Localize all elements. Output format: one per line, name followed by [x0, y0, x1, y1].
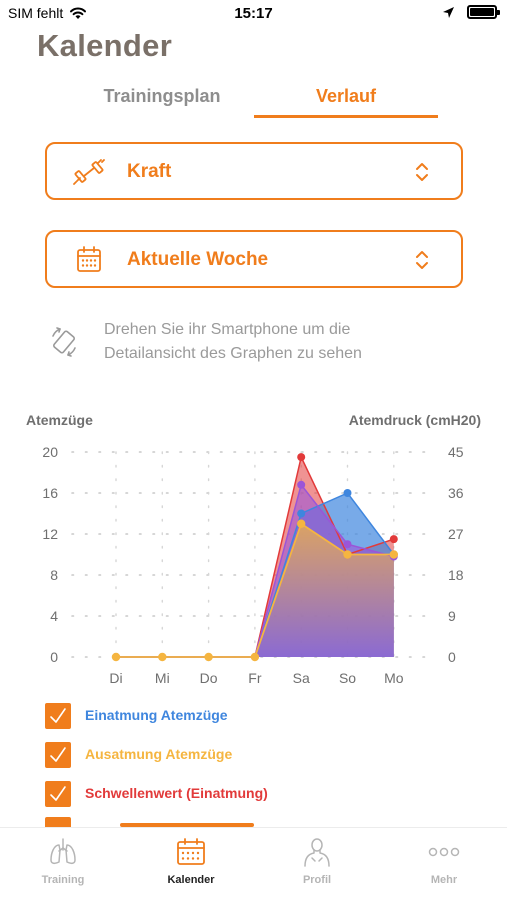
x-tick-label: Fr — [248, 670, 262, 686]
data-point-ausatmung — [204, 652, 213, 662]
data-point-ausatmung — [158, 652, 167, 662]
lungs-icon — [50, 838, 76, 865]
dumbbell-icon — [73, 159, 105, 185]
status-bar: SIM fehlt 15:17 — [0, 0, 507, 28]
tabbar-profil[interactable]: Profil — [254, 828, 380, 900]
chart-canvas: 0 0 4 9 8 18 12 27 16 36 20 45 Di Mi Do Fr Sa So Mo — [42, 444, 464, 686]
tabbar-label: Kalender — [167, 874, 215, 886]
data-point-einatmung — [297, 509, 306, 518]
wifi-icon — [70, 7, 87, 19]
tabbar-mehr[interactable]: Mehr — [381, 828, 507, 900]
legend-label: Ausatmung Atemzüge — [85, 746, 233, 762]
status-indicators — [442, 5, 500, 19]
checkmark-icon — [50, 747, 66, 762]
page-title: Kalender — [37, 28, 173, 63]
data-point-ausatmung — [297, 519, 306, 528]
more-icon — [428, 847, 460, 857]
x-tick-label: Sa — [293, 670, 310, 686]
y-axis-title: Atemzüge — [26, 412, 93, 428]
segment-tabs: Trainingsplan Verlauf — [70, 84, 438, 120]
y-tick-label: 20 — [42, 444, 58, 460]
y2-tick-label: 36 — [448, 485, 464, 501]
x-tick-label: Di — [109, 670, 122, 686]
rotate-hint-text: Drehen Sie ihr Smartphone um die Detaila… — [104, 321, 362, 362]
period-select[interactable]: Aktuelle Woche — [45, 230, 463, 288]
series-area-ausatmung — [116, 523, 394, 657]
tab-verlauf[interactable]: Verlauf — [254, 84, 438, 118]
checkmark-icon — [50, 708, 66, 723]
data-point-purple — [343, 540, 352, 549]
y2-tick-label: 9 — [448, 608, 456, 624]
chevron-up-down-icon — [416, 251, 428, 269]
data-point-einatmung — [343, 489, 352, 497]
legend-label: Einatmung Atemzüge — [85, 707, 228, 723]
rotate-phone-icon — [52, 327, 76, 357]
legend-item-schwellenwert[interactable]: Schwellenwert (Einatmung) — [45, 780, 465, 807]
period-select-label: Aktuelle Woche — [127, 249, 269, 270]
legend-item-einatmung[interactable]: Einatmung Atemzüge — [45, 702, 465, 729]
data-point-ausatmung — [343, 550, 352, 559]
y2-tick-label: 18 — [448, 567, 464, 583]
y-tick-label: 12 — [42, 526, 58, 542]
tabbar-training[interactable]: Training — [0, 828, 126, 900]
tab-trainingsplan[interactable]: Trainingsplan — [103, 86, 221, 106]
chevron-up-down-icon — [416, 163, 428, 181]
y2-tick-label: 0 — [448, 649, 456, 665]
y-tick-label: 8 — [50, 567, 58, 583]
x-tick-label: Do — [200, 670, 218, 686]
x-tick-label: So — [339, 670, 356, 686]
data-point-purple — [297, 480, 306, 489]
data-point-ausatmung — [389, 550, 398, 559]
y-tick-label: 16 — [42, 485, 58, 501]
location-arrow-icon — [443, 6, 454, 18]
tabbar-label: Mehr — [430, 874, 458, 886]
x-tick-label: Mi — [155, 670, 170, 686]
data-point-ausatmung — [111, 652, 121, 662]
bottom-tab-bar: Training Kalender Profil — [0, 827, 507, 900]
y2-tick-label: 45 — [448, 444, 464, 460]
data-point-ausatmung — [250, 652, 260, 662]
breathing-chart: Atemzüge Atemdruck (cmH20) 0 0 4 9 8 18 12 27 16… — [0, 400, 507, 700]
legend-label: Schwellenwert (Einatmung) — [85, 785, 268, 801]
profile-icon — [304, 838, 330, 867]
battery-icon — [467, 5, 500, 19]
calendar-icon — [77, 246, 101, 272]
tabbar-label: Profil — [302, 874, 332, 886]
checkbox-checked[interactable] — [45, 781, 71, 807]
y2-axis-title: Atemdruck (cmH20) — [348, 412, 481, 428]
legend-label-partial — [120, 823, 254, 827]
y-tick-label: 0 — [50, 649, 58, 665]
tabbar-label: Training — [41, 874, 85, 886]
category-select-label: Kraft — [127, 161, 172, 182]
y-tick-label: 4 — [50, 608, 58, 624]
carrier-label: SIM fehlt — [8, 5, 64, 21]
checkbox-checked[interactable] — [45, 817, 71, 827]
status-time: 15:17 — [234, 5, 273, 22]
data-point-schwellenwert — [297, 453, 306, 462]
status-carrier-group: SIM fehlt — [8, 5, 87, 21]
y2-tick-label: 27 — [448, 526, 464, 542]
tabbar-kalender[interactable]: Kalender — [128, 828, 254, 900]
checkbox-checked[interactable] — [45, 742, 71, 768]
x-tick-label: Mo — [384, 670, 404, 686]
legend-item-ausatmung[interactable]: Ausatmung Atemzüge — [45, 741, 465, 768]
checkbox-checked[interactable] — [45, 703, 71, 729]
data-point-schwellenwert — [389, 535, 398, 544]
category-select[interactable]: Kraft — [45, 142, 463, 200]
calendar-icon — [177, 838, 205, 865]
checkmark-icon — [50, 786, 66, 801]
